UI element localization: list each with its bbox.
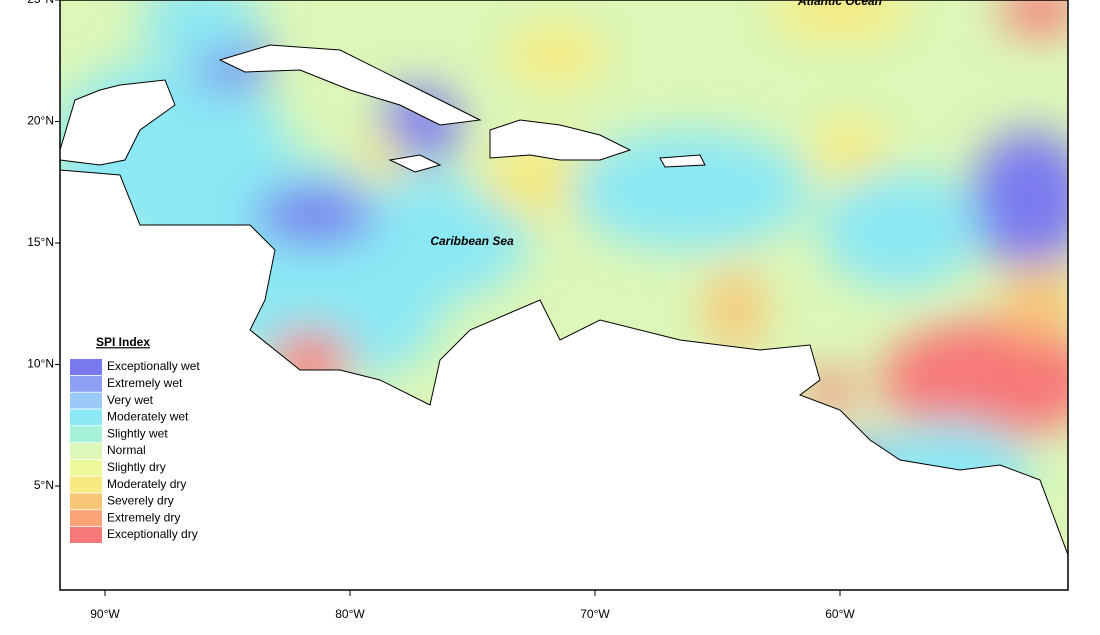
legend-swatch [70, 359, 102, 375]
legend-label: Very wet [107, 393, 154, 407]
legend-swatch [70, 476, 102, 493]
legend-label: Moderately dry [107, 477, 186, 491]
lat-label: 20°N [27, 114, 54, 128]
legend-label: Exceptionally dry [107, 527, 198, 541]
legend-label: Severely dry [107, 494, 174, 508]
lat-label: 10°N [27, 357, 54, 371]
lat-label: 15°N [27, 235, 54, 249]
legend-label: Slightly wet [107, 426, 168, 440]
legend-swatch [70, 375, 102, 392]
lon-label: 60°W [825, 607, 855, 621]
legend-label: Moderately wet [107, 410, 189, 424]
legend-swatch [70, 510, 102, 527]
lat-label: 25°N [27, 0, 54, 6]
legend-label: Exceptionally wet [107, 359, 200, 373]
legend-label: Slightly dry [107, 460, 166, 474]
legend-label: Normal [107, 443, 146, 457]
lon-label: 80°W [335, 607, 365, 621]
legend-title: SPI Index [96, 335, 150, 349]
legend-swatch [70, 493, 102, 510]
legend-swatch [70, 392, 102, 409]
legend-label: Extremely wet [107, 376, 183, 390]
lon-label: 90°W [90, 607, 120, 621]
legend-swatch [70, 409, 102, 426]
legend-swatch [70, 443, 102, 459]
legend-swatch [70, 527, 102, 543]
legend: SPI Index Exceptionally wet Extremely wet… [66, 333, 206, 549]
lon-label: 70°W [580, 607, 610, 621]
place-label: Caribbean Sea [430, 234, 514, 248]
legend-swatch [70, 426, 102, 443]
map-frame [59, 0, 1069, 591]
legend-swatch [70, 459, 102, 476]
land [59, 44, 1069, 591]
legend-label: Extremely dry [107, 510, 180, 524]
lat-label: 5°N [34, 478, 54, 492]
place-label: Atlantic Ocean [797, 0, 882, 8]
